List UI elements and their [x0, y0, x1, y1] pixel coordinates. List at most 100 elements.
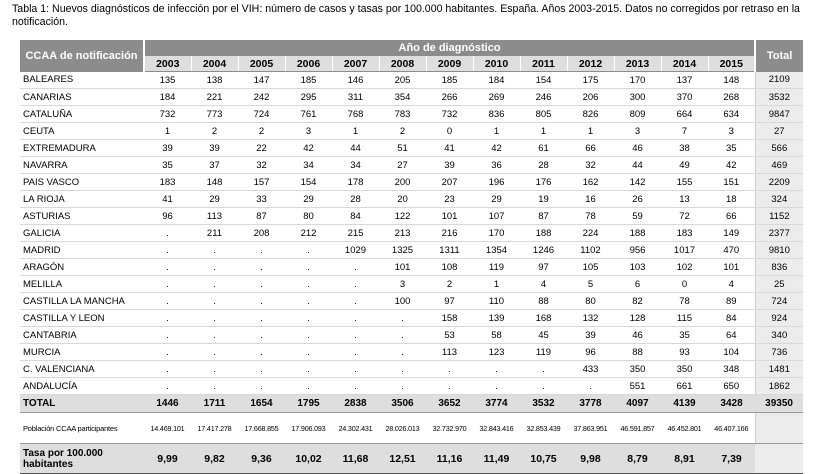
- value-cell: .: [144, 241, 191, 259]
- value-cell: 17.417.278: [191, 412, 238, 444]
- value-cell: 1: [520, 122, 567, 140]
- value-cell: .: [191, 275, 238, 293]
- total-cell: 2109: [754, 71, 804, 89]
- value-cell: 311: [332, 88, 379, 106]
- table-row: GALICIA. 211 208 212 215 213 216 170 188 224 188 18…: [20, 224, 804, 242]
- value-cell: 178: [332, 173, 379, 191]
- value-cell: 224: [567, 224, 614, 242]
- value-cell: .: [332, 309, 379, 327]
- value-cell: 37: [191, 156, 238, 174]
- value-cell: 148: [191, 173, 238, 191]
- value-cell: .: [285, 258, 332, 276]
- value-cell: .: [238, 258, 285, 276]
- table-row: CASTILLA Y LEON...... 158 139 168 132 128 115 8…: [20, 309, 804, 327]
- value-cell: 1654: [238, 394, 285, 413]
- value-cell: 59: [614, 207, 661, 225]
- row-label: TOTAL: [20, 394, 144, 413]
- year-header: 2003: [144, 56, 192, 72]
- value-cell: 216: [426, 224, 473, 242]
- value-cell: 10,75: [520, 443, 567, 474]
- value-cell: 46.407.166: [708, 412, 756, 444]
- table-row: MELILLA..... 3 2 1 4 5 6 0 4 25: [20, 275, 804, 293]
- value-cell: 149: [708, 224, 756, 242]
- value-cell: .: [238, 241, 285, 259]
- value-cell: 207: [426, 173, 473, 191]
- row-label: ANDALUCÍA: [20, 377, 144, 395]
- value-cell: 211: [191, 224, 238, 242]
- value-cell: .: [426, 360, 473, 378]
- value-cell: 3652: [426, 394, 473, 413]
- value-cell: 266: [426, 88, 473, 106]
- value-cell: .: [144, 309, 191, 327]
- value-cell: 34: [332, 156, 379, 174]
- value-cell: 24.302.431: [332, 412, 379, 444]
- value-cell: 208: [238, 224, 285, 242]
- value-cell: 14.469.101: [144, 412, 191, 444]
- value-cell: 36: [473, 156, 520, 174]
- value-cell: 39: [426, 156, 473, 174]
- value-cell: .: [144, 292, 191, 310]
- table-row: CANTABRIA...... 53 58 45 39 46 35 64 340: [20, 326, 804, 344]
- value-cell: 87: [238, 207, 285, 225]
- value-cell: .: [238, 343, 285, 361]
- value-cell: 119: [473, 258, 520, 276]
- value-cell: 44: [332, 139, 379, 157]
- value-cell: .: [332, 275, 379, 293]
- value-cell: 123: [473, 343, 520, 361]
- value-cell: 11,49: [473, 443, 520, 474]
- value-cell: 39: [567, 326, 614, 344]
- value-cell: 66: [567, 139, 614, 157]
- rate-row: Tasa por 100.000 habitantes 9,99 9,82 9,36 1…: [20, 443, 804, 474]
- value-cell: 295: [285, 88, 332, 106]
- table-row: EXTREMADURA 39 39 22 42 44 51 41 42 61 66 46 38 35 566: [20, 139, 804, 157]
- value-cell: 28.026.013: [379, 412, 426, 444]
- row-label: BALEARES: [20, 71, 144, 89]
- value-cell: .: [520, 377, 567, 395]
- value-cell: .: [473, 377, 520, 395]
- year-header: 2015: [708, 56, 756, 72]
- value-cell: .: [191, 292, 238, 310]
- value-cell: 185: [426, 71, 473, 89]
- total-cell: 924: [754, 309, 804, 327]
- row-label: EXTREMADURA: [20, 139, 144, 157]
- value-cell: .: [238, 326, 285, 344]
- value-cell: 13: [661, 190, 708, 208]
- value-cell: 28: [520, 156, 567, 174]
- total-cell: 2377: [754, 224, 804, 242]
- table-row: LA RIOJA 41 29 33 29 28 20 23 29 19 16 26 13 18 324: [20, 190, 804, 208]
- value-cell: 97: [426, 292, 473, 310]
- value-cell: 1: [144, 122, 191, 140]
- total-cell: 324: [754, 190, 804, 208]
- value-cell: 20: [379, 190, 426, 208]
- value-cell: 17.906.093: [285, 412, 332, 444]
- value-cell: 9,36: [238, 443, 285, 474]
- value-cell: .: [567, 377, 614, 395]
- value-cell: 661: [661, 377, 708, 395]
- value-cell: 1311: [426, 241, 473, 259]
- value-cell: 84: [708, 309, 756, 327]
- value-cell: 46.591.857: [614, 412, 661, 444]
- value-cell: 137: [661, 71, 708, 89]
- value-cell: 64: [708, 326, 756, 344]
- value-cell: 103: [614, 258, 661, 276]
- value-cell: .: [285, 377, 332, 395]
- value-cell: .: [285, 292, 332, 310]
- value-cell: 93: [661, 343, 708, 361]
- value-cell: .: [285, 275, 332, 293]
- year-header: 2007: [332, 56, 380, 72]
- year-header: 2005: [238, 56, 286, 72]
- value-cell: 4: [520, 275, 567, 293]
- value-cell: 370: [661, 88, 708, 106]
- value-cell: 4097: [614, 394, 661, 413]
- value-cell: 805: [520, 105, 567, 123]
- value-cell: 29: [285, 190, 332, 208]
- value-cell: 3: [379, 275, 426, 293]
- value-cell: .: [332, 360, 379, 378]
- value-cell: 184: [144, 88, 191, 106]
- value-cell: 53: [426, 326, 473, 344]
- value-cell: 2: [191, 122, 238, 140]
- value-cell: 61: [520, 139, 567, 157]
- value-cell: 154: [285, 173, 332, 191]
- row-label: MELILLA: [20, 275, 144, 293]
- year-header: 2011: [520, 56, 568, 72]
